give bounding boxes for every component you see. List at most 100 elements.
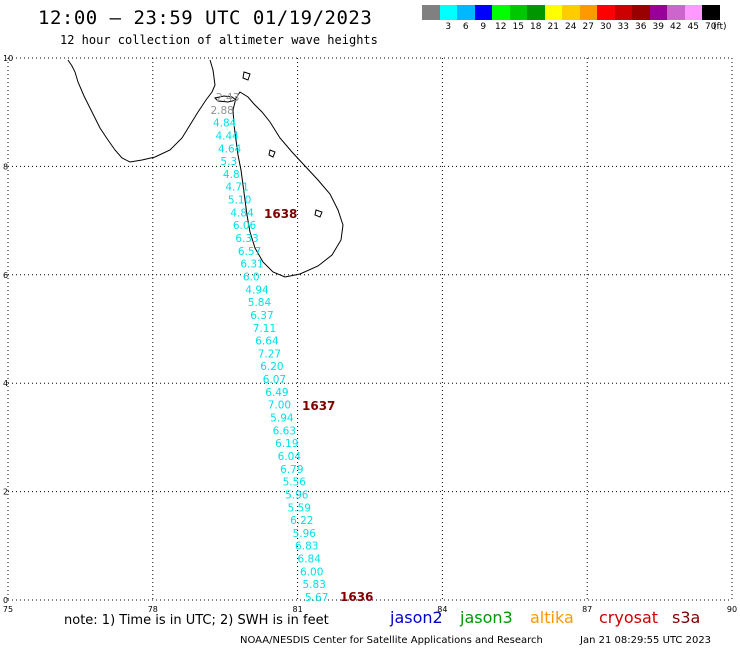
swh-value-label: 6.0: [243, 271, 260, 283]
swh-value-label: 4.64: [218, 143, 242, 155]
legend-tick-label: 18: [530, 22, 542, 32]
jaffna-islets: [242, 71, 323, 218]
legend-swatch: [439, 5, 457, 20]
satellite-altika-label: altika: [530, 608, 574, 627]
swh-value-label: 6.57: [238, 246, 261, 258]
page-subtitle: 12 hour collection of altimeter wave hei…: [60, 33, 378, 47]
swh-value-label: 6.31: [240, 259, 263, 271]
pass-time-label: 1638: [264, 207, 297, 221]
generated-timestamp: Jan 21 08:29:55 UTC 2023: [580, 635, 712, 646]
legend-tick-label: 24: [565, 22, 577, 32]
map-gridlines: [7, 57, 733, 601]
legend-swatch: [509, 5, 527, 20]
satellite-jason2-label: jason2: [390, 608, 443, 627]
latitude-tick-label: 6: [3, 271, 8, 280]
legend-tick-label: 45: [687, 22, 699, 32]
longitude-tick-label: 87: [582, 605, 592, 614]
swh-value-label: 5.59: [288, 502, 311, 514]
credit-line: NOAA/NESDIS Center for Satellite Applica…: [240, 635, 543, 646]
latitude-tick-label: 8: [3, 162, 8, 171]
legend-tick-label: 36: [635, 22, 647, 32]
legend-tick-label: 3: [445, 22, 452, 32]
legend-swatch: [684, 5, 702, 20]
india-coastline: [67, 59, 216, 163]
latitude-tick-label: 4: [3, 379, 8, 388]
swh-value-label: 5.67: [305, 592, 328, 604]
swh-value-label: 2.88: [210, 105, 233, 117]
swh-track-labels: 2.432.884.844.444.645.34.84.715.104.846.…: [210, 92, 328, 604]
sri-lanka-coastline: [67, 59, 344, 278]
swh-value-label: 5.3: [220, 156, 237, 168]
swh-value-label: 6.63: [273, 425, 296, 437]
legend-swatch: [544, 5, 562, 20]
swh-value-label: 5.96: [293, 528, 317, 540]
swh-value-label: 4.84: [213, 118, 237, 130]
color-legend: [422, 5, 720, 20]
pass-time-label: 1637: [302, 399, 335, 413]
legend-tick-label: 6: [462, 22, 469, 32]
legend-swatch: [614, 5, 632, 20]
swh-value-label: 6.33: [235, 233, 258, 245]
longitude-tick-label: 75: [3, 605, 13, 614]
swh-value-label: 6.07: [263, 374, 286, 386]
swh-value-label: 7.00: [268, 400, 291, 412]
time-labels: 1638 1637 1636: [264, 207, 373, 604]
legend-swatch: [579, 5, 597, 20]
swh-value-label: 6.84: [298, 554, 322, 566]
legend-tick-label: 70: [705, 22, 717, 32]
legend-tick-label: 33: [617, 22, 629, 32]
swh-value-label: 6.22: [290, 515, 313, 527]
swh-value-label: 5.94: [270, 413, 294, 425]
legend-swatch: [632, 5, 650, 20]
swh-value-label: 4.71: [225, 182, 248, 194]
legend-swatch: [667, 5, 685, 20]
swh-value-label: 5.84: [248, 297, 272, 309]
legend-swatch: [492, 5, 510, 20]
legend-tick-label: 21: [547, 22, 559, 32]
legend-tick-label: 30: [600, 22, 612, 32]
swh-value-label: 4.94: [245, 284, 269, 296]
latitude-tick-label: 10: [3, 54, 13, 63]
swh-value-label: 4.44: [215, 130, 239, 142]
swh-value-label: 6.04: [278, 451, 302, 463]
legend-swatch: [597, 5, 615, 20]
swh-value-label: 5.96: [285, 489, 309, 501]
swh-value-label: 6.79: [280, 464, 303, 476]
pass-time-label: 1636: [340, 590, 373, 604]
sri-lanka-island: [232, 91, 344, 278]
legend-swatch: [702, 5, 720, 20]
swh-value-label: 6.20: [260, 361, 283, 373]
legend-tick-label: 39: [652, 22, 664, 32]
axis-tick-labels: 75 78 81 84 87 90 0 2 4 6 8 10: [3, 54, 737, 614]
swh-value-label: 6.06: [233, 220, 257, 232]
swh-value-label: 7.27: [258, 348, 281, 360]
legend-tick-label: 42: [670, 22, 682, 32]
legend-swatch: [527, 5, 545, 20]
swh-value-label: 4.84: [230, 207, 254, 219]
longitude-tick-label: 84: [437, 605, 447, 614]
legend-swatch: [422, 5, 440, 20]
page-title: 12:00 – 23:59 UTC 01/19/2023: [38, 7, 373, 29]
swh-value-label: 7.11: [253, 323, 276, 335]
legend-tick-label: 15: [512, 22, 524, 32]
legend-swatch: [457, 5, 475, 20]
legend-swatch: [649, 5, 667, 20]
legend-swatch: [562, 5, 580, 20]
longitude-tick-label: 90: [727, 605, 737, 614]
swh-value-label: 5.56: [283, 477, 307, 489]
swh-value-label: 2.43: [216, 92, 239, 104]
longitude-tick-label: 78: [148, 605, 158, 614]
swh-value-label: 6.00: [300, 566, 323, 578]
satellite-jason3-label: jason3: [460, 608, 513, 627]
longitude-tick-label: 81: [293, 605, 303, 614]
swh-value-label: 6.49: [265, 387, 288, 399]
legend-swatch: [474, 5, 492, 20]
swh-value-label: 6.83: [295, 541, 318, 553]
latitude-tick-label: 0: [3, 596, 8, 605]
legend-tick-label: 9: [480, 22, 487, 32]
swh-value-label: 6.37: [250, 310, 273, 322]
mannar-island: [214, 95, 238, 103]
legend-tick-label: 12: [495, 22, 507, 32]
